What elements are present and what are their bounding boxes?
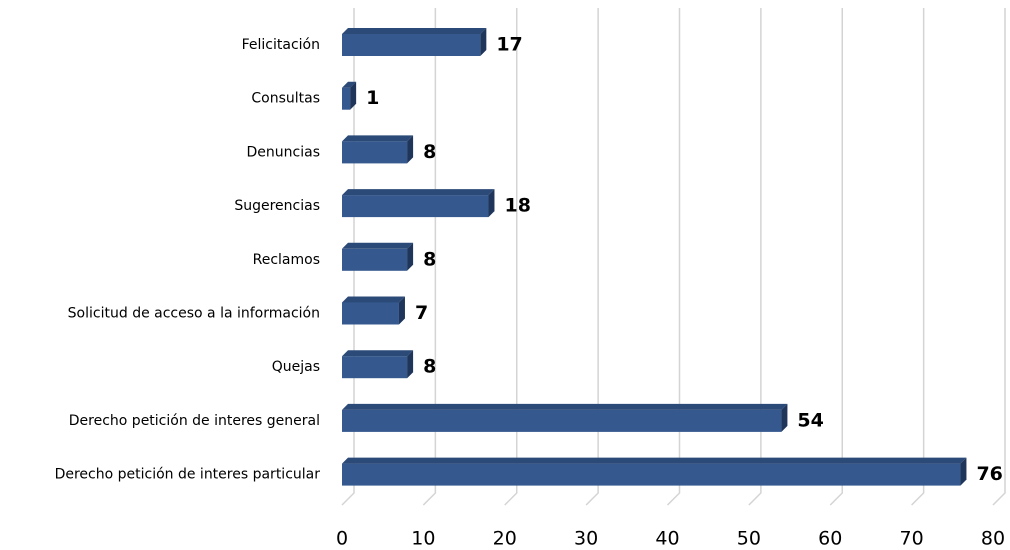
y-tick-label: Quejas	[272, 359, 320, 375]
bar-top	[342, 135, 414, 142]
bar-top	[342, 28, 487, 34]
data-label: 8	[423, 141, 436, 163]
bar-top	[342, 81, 357, 88]
bar	[342, 296, 405, 325]
bar	[342, 135, 414, 164]
bar-top	[342, 242, 414, 249]
bar-front	[342, 87, 351, 110]
grid-line	[341, 8, 355, 506]
bar-side	[407, 350, 414, 379]
grid-line	[585, 8, 599, 506]
data-label: 7	[415, 302, 428, 324]
data-label: 8	[423, 248, 436, 270]
bar-front	[342, 302, 399, 325]
grid-line	[829, 8, 843, 506]
data-label: 1	[366, 87, 379, 109]
bar-side	[480, 28, 487, 56]
x-tick-label: 10	[411, 528, 435, 550]
data-label: 17	[496, 34, 522, 56]
grid-line	[422, 8, 437, 506]
x-tick-label: 70	[900, 528, 924, 550]
bar	[342, 403, 788, 432]
y-tick-label: Reclamos	[253, 252, 320, 268]
data-label: 18	[504, 195, 530, 217]
x-tick-label: 50	[737, 528, 761, 550]
x-tick-label: 20	[493, 528, 517, 550]
bar-front	[342, 409, 782, 432]
bar	[342, 189, 495, 218]
bar-top	[342, 350, 414, 357]
grid-line	[992, 8, 1006, 506]
y-tick-label: Denuncias	[247, 144, 320, 160]
y-tick-label: Derecho petición de interes general	[69, 413, 320, 429]
bar	[342, 350, 414, 379]
bar	[342, 242, 414, 271]
grid-line	[504, 8, 518, 506]
data-label: 54	[797, 409, 823, 431]
bar	[342, 28, 487, 56]
bar-side	[407, 242, 414, 271]
x-tick-label: 60	[818, 528, 842, 550]
bar-top	[342, 189, 495, 196]
bar-side	[488, 189, 495, 218]
bar-top	[342, 457, 967, 464]
bar-front	[342, 195, 489, 218]
bar	[342, 457, 967, 486]
bar-front	[342, 141, 408, 164]
bar-front	[342, 356, 408, 379]
bar-front	[342, 248, 408, 271]
bar-front	[342, 463, 961, 486]
bar-side	[781, 403, 788, 432]
y-tick-label: Solicitud de acceso a la información	[68, 306, 320, 322]
data-label: 8	[423, 356, 436, 378]
bar-side	[350, 81, 357, 110]
grid-line	[748, 8, 762, 506]
bar-side	[960, 457, 967, 486]
y-tick-label: Sugerencias	[234, 198, 320, 214]
y-tick-label: Felicitación	[242, 37, 320, 53]
x-tick-label: 0	[336, 528, 348, 550]
grid-line	[911, 8, 925, 506]
bar-side	[407, 135, 414, 164]
bar-front	[342, 34, 481, 56]
x-tick-label: 30	[574, 528, 598, 550]
bar-side	[398, 296, 405, 325]
y-tick-label: Consultas	[251, 91, 320, 107]
x-tick-label: 80	[981, 528, 1005, 550]
bar-top	[342, 403, 788, 410]
x-tick-label: 40	[655, 528, 679, 550]
bar	[342, 81, 357, 110]
data-label: 76	[976, 463, 1002, 485]
grid-line	[666, 8, 681, 506]
y-tick-label: Derecho petición de interes particular	[55, 467, 321, 483]
bar-top	[342, 296, 405, 303]
